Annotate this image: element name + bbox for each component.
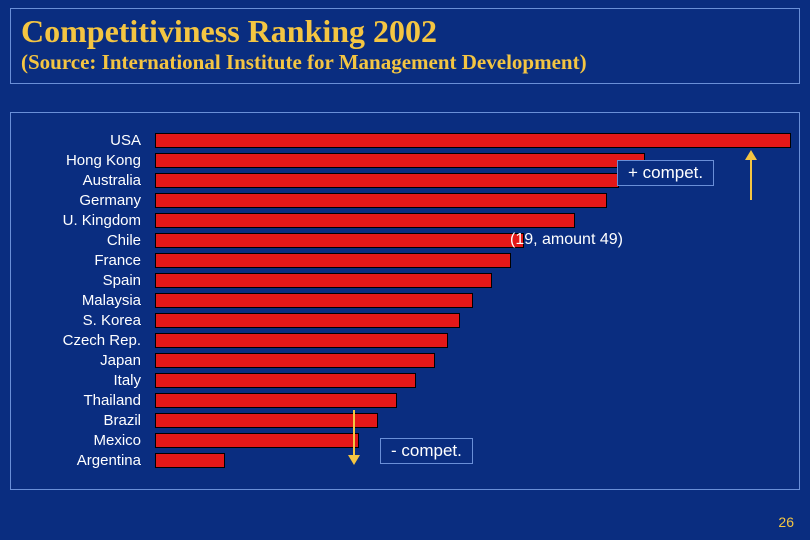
arrow-up-shaft [750,158,752,200]
plus-compet-badge: + compet. [617,160,714,186]
bar [155,233,524,248]
bar-slot [155,431,791,451]
bar-slot [155,191,791,211]
title-box: Competitiviness Ranking 2002 (Source: In… [10,8,800,84]
arrow-up-icon [745,150,757,200]
plus-compet-text: + compet. [628,163,703,182]
page-number: 26 [778,514,794,530]
bar [155,393,397,408]
bar-slot [155,451,791,471]
bar-slot [155,131,791,151]
arrow-down-icon [348,410,360,465]
bar [155,213,575,228]
slide-title: Competitiviness Ranking 2002 [21,13,789,50]
bar-slot [155,211,791,231]
arrow-down-head [348,455,360,465]
bar-label: Brazil [11,411,147,431]
bar [155,353,435,368]
bar-slot [155,331,791,351]
bar [155,173,619,188]
bar-slot [155,371,791,391]
bar [155,333,448,348]
labels-column: USAHong KongAustraliaGermanyU. KingdomCh… [11,131,147,471]
bar-label: Australia [11,171,147,191]
bar [155,293,473,308]
bar-slot [155,271,791,291]
bar-slot [155,231,791,251]
slide: Competitiviness Ranking 2002 (Source: In… [0,0,810,540]
bar [155,273,492,288]
bar-label: Chile [11,231,147,251]
bar-label: Hong Kong [11,151,147,171]
bar-label: U. Kingdom [11,211,147,231]
arrow-down-shaft [353,410,355,457]
chile-annotation-text: (19, amount 49) [510,231,623,248]
bar [155,413,378,428]
bar-label: Spain [11,271,147,291]
bar-label: France [11,251,147,271]
bar-label: Italy [11,371,147,391]
chile-annotation: (19, amount 49) [510,231,623,249]
bar-slot [155,311,791,331]
bar [155,453,225,468]
bar [155,373,416,388]
minus-compet-text: - compet. [391,441,462,460]
minus-compet-badge: - compet. [380,438,473,464]
bar-slot [155,351,791,371]
bar-slot [155,291,791,311]
bar [155,153,645,168]
bar [155,433,359,448]
bar-label: Argentina [11,451,147,471]
bar-label: USA [11,131,147,151]
bar [155,133,791,148]
bar-label: Germany [11,191,147,211]
bar [155,313,460,328]
bar-label: Mexico [11,431,147,451]
bar-slot [155,411,791,431]
slide-subtitle: (Source: International Institute for Man… [21,50,789,75]
bar-label: Malaysia [11,291,147,311]
bar [155,193,607,208]
bar-slot [155,391,791,411]
bar-label: Czech Rep. [11,331,147,351]
bar-slot [155,251,791,271]
bar-label: Thailand [11,391,147,411]
bar [155,253,511,268]
bar-label: S. Korea [11,311,147,331]
bar-label: Japan [11,351,147,371]
